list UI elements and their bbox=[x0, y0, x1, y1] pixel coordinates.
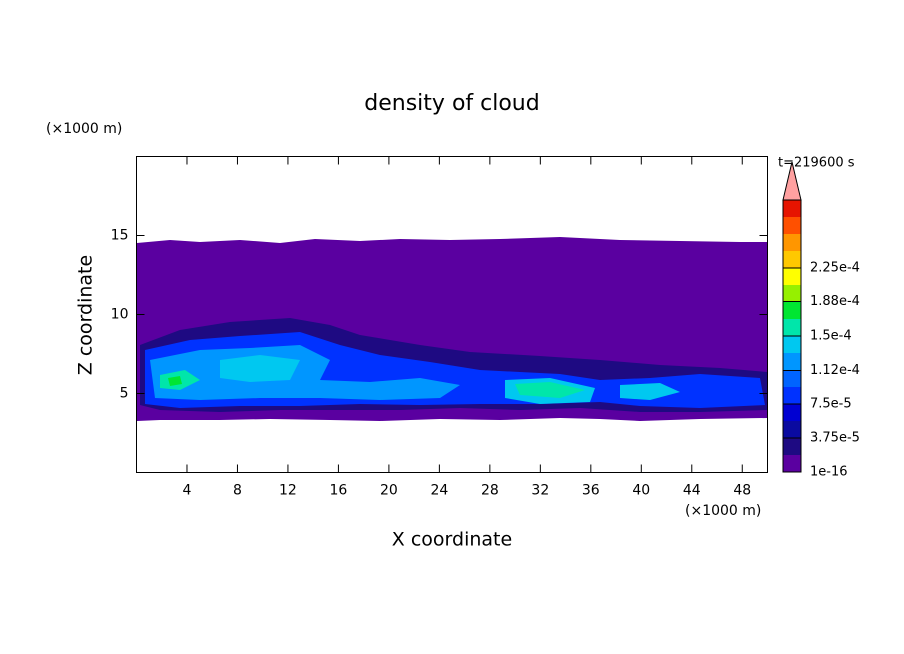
contour-region bbox=[150, 345, 460, 400]
colorbar-band bbox=[783, 404, 801, 421]
colorbar-band bbox=[783, 319, 801, 336]
colorbar-band bbox=[783, 438, 801, 455]
chart-title: density of cloud bbox=[364, 91, 539, 116]
y-tick-label: 10 bbox=[111, 307, 129, 323]
colorbar-tick-label: 1.88e-4 bbox=[810, 294, 860, 309]
colorbar-band bbox=[783, 200, 801, 217]
contour-region bbox=[620, 383, 680, 400]
colorbar-band bbox=[783, 455, 801, 472]
colorbar-band bbox=[783, 285, 801, 302]
contour-region bbox=[168, 376, 182, 386]
contour-region bbox=[220, 355, 300, 382]
x-tick-label: 4 bbox=[183, 483, 192, 499]
x-tick-label: 40 bbox=[632, 483, 650, 499]
x-tick-label: 28 bbox=[481, 483, 499, 499]
x-tick-label: 48 bbox=[733, 483, 751, 499]
x-tick-label: 8 bbox=[233, 483, 242, 499]
x-axis-title: X coordinate bbox=[392, 529, 512, 551]
time-label: t=219600 s bbox=[778, 156, 855, 171]
x-tick-label: 44 bbox=[683, 483, 701, 499]
colorbar-band bbox=[783, 353, 801, 370]
colorbar-band bbox=[783, 421, 801, 438]
colorbar-tick-label: 3.75e-5 bbox=[810, 431, 860, 446]
x-unit: (×1000 m) bbox=[685, 503, 761, 519]
colorbar-band bbox=[783, 370, 801, 387]
colorbar-band bbox=[783, 387, 801, 404]
colorbar-tick-label: 1.5e-4 bbox=[810, 329, 852, 344]
colorbar-band bbox=[783, 302, 801, 319]
contour-field bbox=[137, 237, 767, 421]
y-tick-label: 5 bbox=[120, 386, 129, 402]
colorbar-tick-label: 1e-16 bbox=[810, 465, 848, 480]
colorbar-band bbox=[783, 234, 801, 251]
y-tick-label: 15 bbox=[111, 228, 129, 244]
colorbar-tick-label: 7.5e-5 bbox=[810, 397, 852, 412]
x-tick-label: 12 bbox=[279, 483, 297, 499]
colorbar-band bbox=[783, 251, 801, 268]
x-tick-label: 24 bbox=[430, 483, 448, 499]
x-tick-label: 32 bbox=[531, 483, 549, 499]
y-axis-title: Z coordinate bbox=[75, 255, 97, 375]
x-tick-label: 20 bbox=[380, 483, 398, 499]
x-tick-label: 16 bbox=[330, 483, 348, 499]
colorbar-band bbox=[783, 336, 801, 353]
x-tick-label: 36 bbox=[582, 483, 600, 499]
colorbar-band bbox=[783, 268, 801, 285]
contour-region bbox=[515, 382, 585, 398]
colorbar-tick-label: 1.12e-4 bbox=[810, 363, 860, 378]
y-unit: (×1000 m) bbox=[46, 121, 122, 137]
colorbar-band bbox=[783, 217, 801, 234]
colorbar-tick-label: 2.25e-4 bbox=[810, 261, 860, 276]
